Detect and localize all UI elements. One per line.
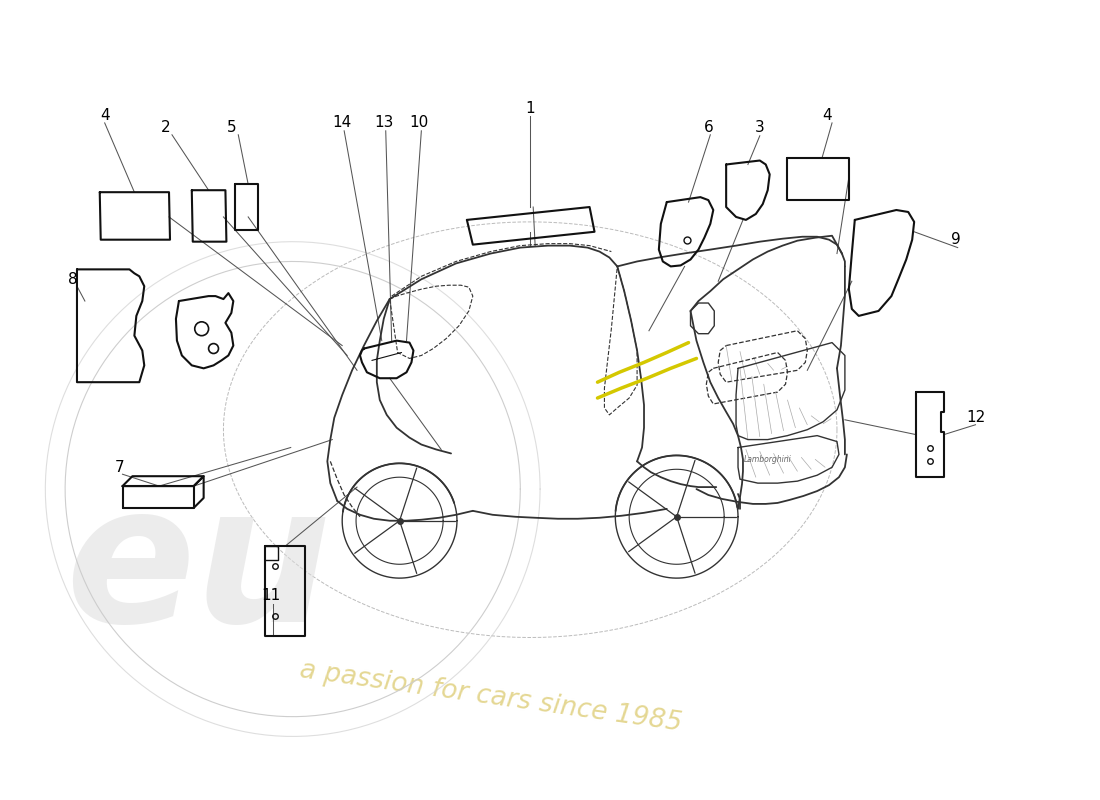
Text: 4: 4 <box>823 107 832 122</box>
Text: 7: 7 <box>114 460 124 474</box>
Text: 3: 3 <box>755 120 764 135</box>
Text: 8: 8 <box>68 272 78 286</box>
Text: 2: 2 <box>162 120 170 135</box>
Text: eu: eu <box>66 474 332 662</box>
Text: 11: 11 <box>262 589 280 603</box>
Text: 6: 6 <box>704 120 713 135</box>
Text: 13: 13 <box>374 115 394 130</box>
Text: 10: 10 <box>410 115 429 130</box>
Text: Lamborghini: Lamborghini <box>744 455 792 464</box>
Text: 1: 1 <box>526 101 535 115</box>
Text: 12: 12 <box>966 410 986 426</box>
Text: 5: 5 <box>227 120 236 135</box>
Text: 4: 4 <box>100 107 110 122</box>
Text: a passion for cars since 1985: a passion for cars since 1985 <box>298 657 683 737</box>
Text: 14: 14 <box>332 115 352 130</box>
Text: 9: 9 <box>950 232 960 247</box>
